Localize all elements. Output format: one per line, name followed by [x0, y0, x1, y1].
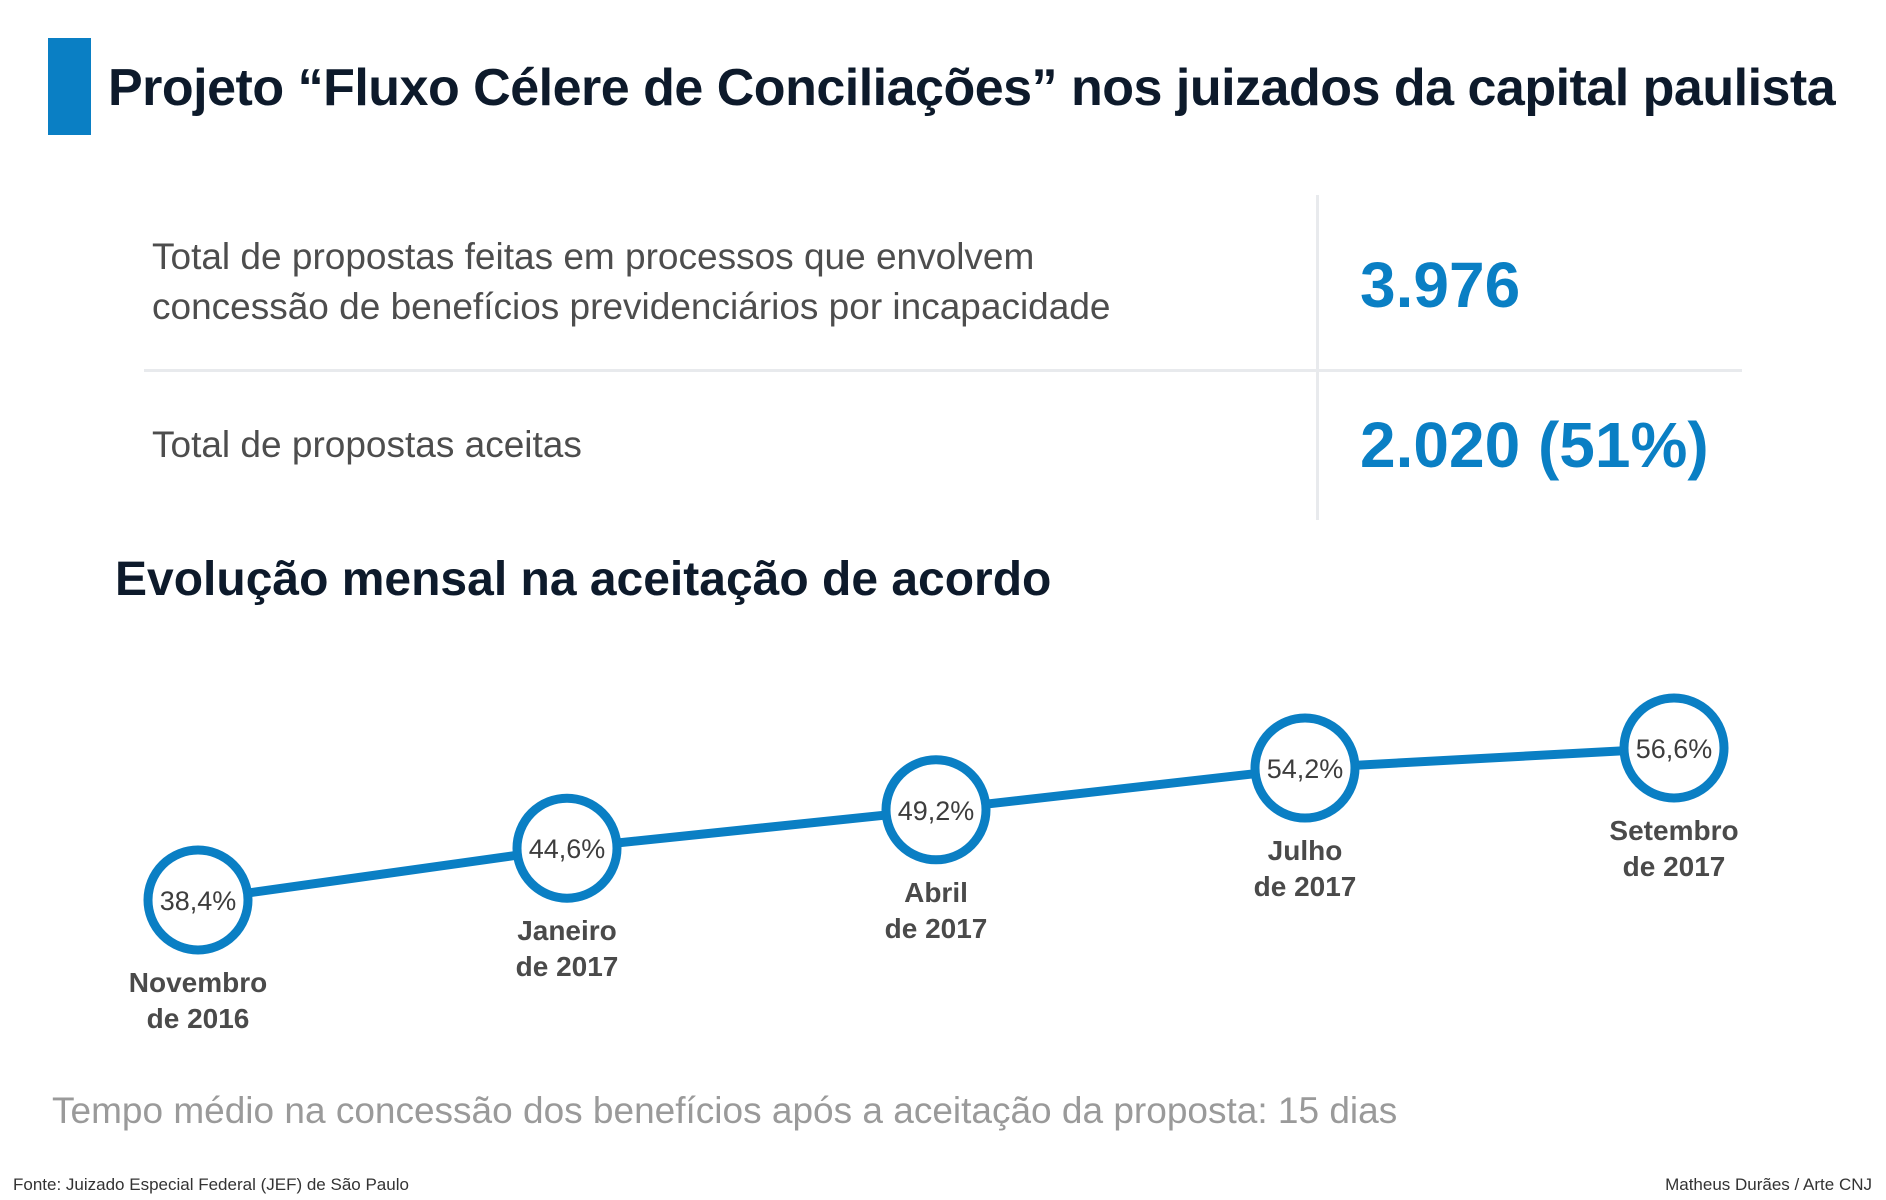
category-label: Novembro [129, 967, 267, 998]
category-label: Janeiro [517, 915, 617, 946]
data-point [1250, 713, 1360, 823]
category-label: Julho [1268, 835, 1343, 866]
stat-label-total-proposals: Total de propostas feitas em processos q… [152, 232, 1111, 332]
stat-value-total-proposals: 3.976 [1360, 249, 1521, 321]
category-label: de 2016 [147, 1003, 250, 1034]
category-label: de 2017 [1254, 871, 1357, 902]
page-title: Projeto “Fluxo Célere de Conciliações” n… [108, 59, 1836, 117]
credit-caption: Matheus Durães / Arte CNJ [1665, 1175, 1872, 1194]
stats-horizontal-divider [144, 369, 1742, 372]
data-label: 44,6% [529, 834, 606, 864]
stats-vertical-divider [1316, 195, 1319, 520]
data-label: 54,2% [1267, 754, 1344, 784]
data-point [881, 755, 991, 865]
stat-label-line: Total de propostas aceitas [152, 424, 582, 465]
title-accent-bar [48, 38, 91, 135]
average-time-note: Tempo médio na concessão dos benefícios … [52, 1090, 1398, 1131]
source-caption: Fonte: Juizado Especial Federal (JEF) de… [13, 1175, 409, 1194]
category-label: de 2017 [1623, 851, 1726, 882]
category-label: de 2017 [885, 913, 988, 944]
data-label: 56,6% [1636, 734, 1713, 764]
data-point [1619, 693, 1729, 803]
data-label: 38,4% [160, 886, 237, 916]
stat-value-accepted-proposals: 2.020 (51%) [1360, 409, 1709, 481]
data-label: 49,2% [898, 796, 975, 826]
category-label: de 2017 [516, 951, 619, 982]
category-label: Abril [904, 877, 968, 908]
chart-title: Evolução mensal na aceitação de acordo [115, 553, 1052, 606]
stat-label-line: concessão de benefícios previdenciários … [152, 286, 1111, 327]
stat-label-accepted-proposals: Total de propostas aceitas [152, 420, 582, 470]
category-label: Setembro [1609, 815, 1738, 846]
data-point [143, 845, 253, 955]
data-point [512, 793, 622, 903]
stat-label-line: Total de propostas feitas em processos q… [152, 236, 1035, 277]
